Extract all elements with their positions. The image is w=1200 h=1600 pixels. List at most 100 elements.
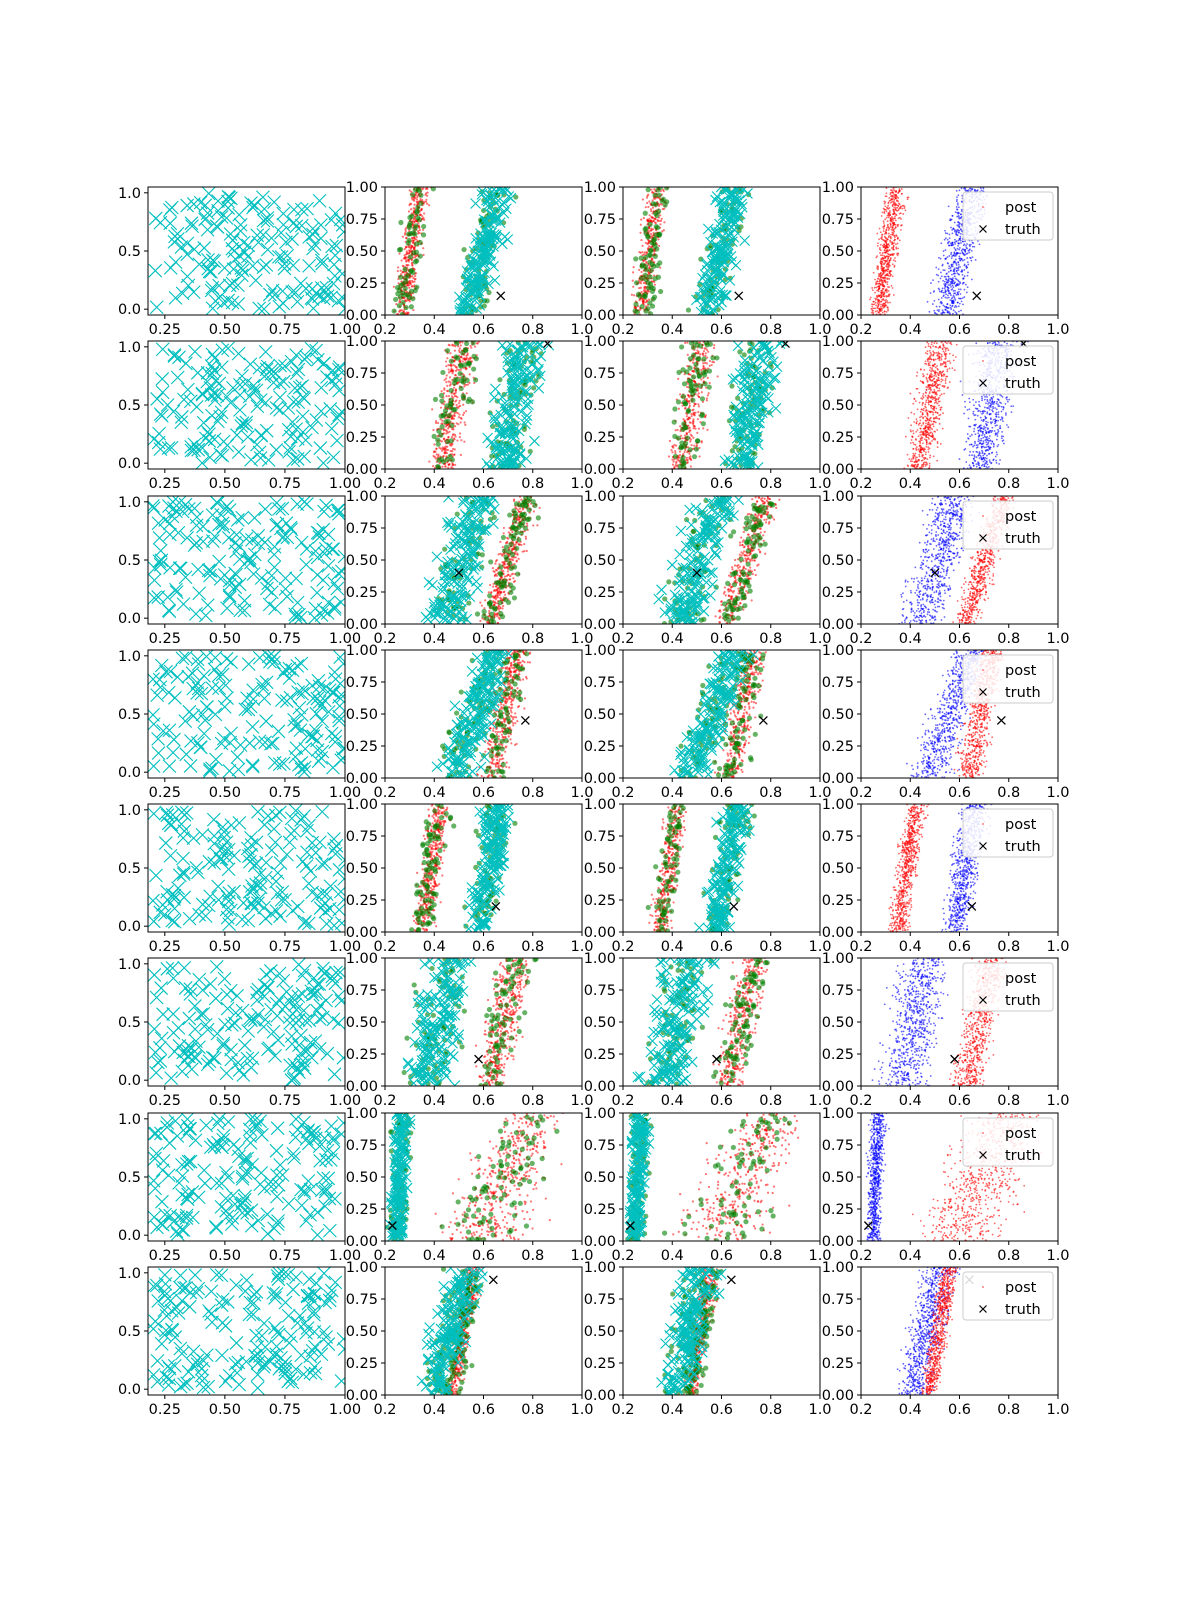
approx-marker-cyan <box>758 341 770 348</box>
approx-marker-cyan <box>728 195 740 207</box>
sample-marker <box>222 278 237 293</box>
reference-point <box>689 373 692 376</box>
post-point-red <box>900 188 903 190</box>
reference-point <box>463 440 466 443</box>
post-point-blue <box>960 300 963 303</box>
reference-point <box>684 448 687 452</box>
post-point-blue <box>968 244 971 246</box>
approx-marker-cyan <box>734 437 746 449</box>
post-point-blue <box>946 232 949 235</box>
reference-point <box>671 463 675 466</box>
sample-marker <box>305 420 319 435</box>
post-point-red <box>889 301 891 304</box>
approx-point-green <box>647 221 653 227</box>
post-point-red <box>882 277 885 280</box>
approx-marker-cyan <box>770 403 782 414</box>
x-tick-label: 0.75 <box>269 476 301 492</box>
post-point-red <box>881 260 883 263</box>
post-point-red <box>888 293 891 296</box>
sample-marker <box>297 352 312 367</box>
reference-point <box>404 253 408 256</box>
approx-marker-cyan <box>521 414 532 426</box>
post-point-blue <box>955 278 958 281</box>
sample-marker <box>203 380 218 395</box>
approx-marker-cyan <box>768 372 780 384</box>
legend-post-marker <box>982 206 984 208</box>
approx-marker-cyan <box>475 228 486 239</box>
approx-marker-cyan <box>759 341 771 353</box>
reference-point <box>451 463 455 466</box>
approx-marker-cyan <box>711 255 723 267</box>
approx-point-green <box>652 236 658 242</box>
reference-point <box>426 202 429 205</box>
post-point-red <box>886 206 888 209</box>
reference-point <box>447 394 451 398</box>
post-point-red <box>880 279 883 282</box>
reference-point <box>640 270 643 274</box>
post-point-blue <box>945 293 948 296</box>
sample-marker <box>198 198 213 213</box>
sample-marker <box>277 257 292 271</box>
reference-point <box>454 391 457 394</box>
reference-point <box>684 407 687 410</box>
y-tick-label: 0.75 <box>822 212 854 228</box>
approx-point-green <box>648 284 654 290</box>
post-point-blue <box>970 259 973 262</box>
post-point-blue <box>940 271 942 274</box>
approx-point-green <box>702 381 708 387</box>
sample-marker <box>223 395 238 410</box>
post-point-red <box>891 195 894 197</box>
post-point-red <box>883 285 886 288</box>
post-point-blue <box>948 233 951 236</box>
post-point-red <box>890 247 893 249</box>
post-point-blue <box>965 189 968 192</box>
post-point-red <box>879 249 882 252</box>
post-point-red <box>895 197 898 200</box>
post-point-blue <box>963 254 966 256</box>
sample-marker <box>314 380 329 395</box>
post-point-red <box>892 187 895 190</box>
x-tick-label: 0.50 <box>209 322 241 338</box>
approx-point-green <box>470 341 476 346</box>
approx-point-green <box>706 368 713 374</box>
post-point-red <box>885 187 888 190</box>
sample-marker <box>161 441 176 455</box>
post-point-red <box>882 287 885 290</box>
approx-point-green <box>652 253 658 259</box>
y-tick-label: 0.50 <box>346 398 378 414</box>
approx-marker-cyan <box>476 187 488 197</box>
post-point-blue <box>986 467 989 469</box>
post-point-blue <box>965 244 967 247</box>
post-point-blue <box>954 289 956 292</box>
post-point-blue <box>958 246 961 249</box>
post-point-red <box>887 290 890 292</box>
post-point-blue <box>997 431 999 434</box>
post-point-blue <box>955 293 958 296</box>
post-point-red <box>888 259 891 262</box>
approx-point-green <box>657 231 663 237</box>
post-point-blue <box>950 308 953 311</box>
approx-marker-cyan <box>510 351 522 363</box>
post-point-red <box>881 235 883 238</box>
post-point-blue <box>959 217 962 220</box>
reference-point <box>692 411 695 414</box>
reference-point <box>408 251 411 254</box>
reference-point <box>639 223 642 226</box>
reference-point <box>443 378 446 382</box>
post-point-blue <box>957 220 960 223</box>
approx-point-green <box>681 461 687 467</box>
reference-point <box>445 377 448 380</box>
approx-point-green <box>633 301 639 307</box>
approx-marker-cyan <box>717 289 729 301</box>
sample-marker <box>215 448 230 463</box>
post-point-blue <box>979 416 982 419</box>
x-tick-label: 0.8 <box>521 322 544 338</box>
post-point-red <box>879 261 882 264</box>
approx-point-green <box>454 341 460 346</box>
reference-point <box>706 376 709 379</box>
post-point-red <box>889 258 892 260</box>
post-point-blue <box>972 410 975 413</box>
sample-marker <box>331 293 345 308</box>
approx-point-green <box>521 426 527 432</box>
